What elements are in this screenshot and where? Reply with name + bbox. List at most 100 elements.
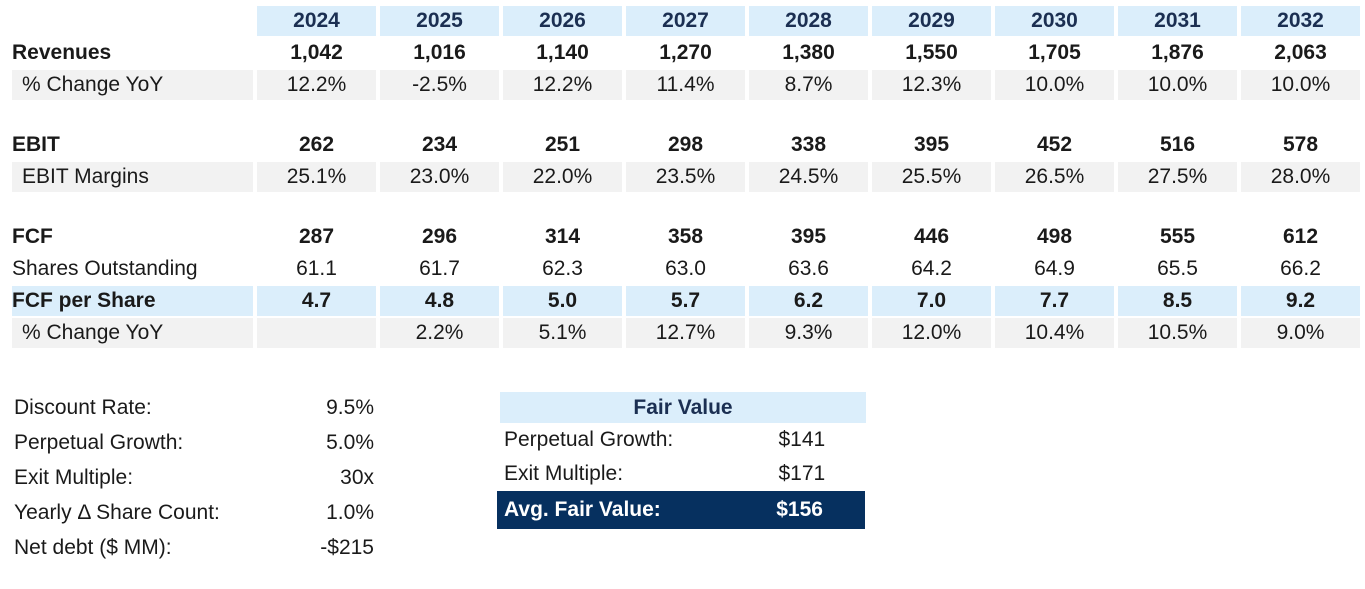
value-cell: 612 <box>1282 225 1319 248</box>
value-cell: 28.0% <box>1241 162 1360 192</box>
fcf-row: FCF 287 296 314 358 395 446 498 555 612 <box>12 222 1360 252</box>
value-cell: 251 <box>544 133 581 156</box>
fair-value-exit-value: $171 <box>778 462 826 485</box>
assumption-label: Yearly Δ Share Count: <box>14 500 220 524</box>
value-cell: 296 <box>421 225 458 248</box>
assumption-value: 9.5% <box>326 395 374 419</box>
row-label: % Change YoY <box>12 318 253 348</box>
value-cell: 5.7 <box>626 286 745 316</box>
fair-value-panel: Fair Value Perpetual Growth: $141 Exit M… <box>497 392 868 529</box>
shares-outstanding-row: Shares Outstanding 61.1 61.7 62.3 63.0 63.6 64… <box>12 254 1360 284</box>
value-cell: 1,016 <box>413 41 466 64</box>
value-cell: 4.7 <box>257 286 376 316</box>
year-header: 2028 <box>749 6 868 36</box>
value-cell: 8.7% <box>749 70 868 100</box>
value-cell: 358 <box>667 225 704 248</box>
value-cell: 10.5% <box>1118 318 1237 348</box>
value-cell: 1,380 <box>782 41 835 64</box>
avg-fair-value-label: Avg. Fair Value: <box>504 498 661 521</box>
row-label: EBIT Margins <box>12 162 253 192</box>
spacer-cell <box>12 194 1360 220</box>
avg-fair-value-value: $156 <box>776 498 823 521</box>
assumption-row: Net debt ($ MM): -$215 <box>14 530 374 565</box>
assumption-row: Exit Multiple: 30x <box>14 460 374 495</box>
row-label: FCF per Share <box>12 286 253 316</box>
value-cell: 234 <box>421 133 458 156</box>
assumption-label: Perpetual Growth: <box>14 430 184 454</box>
value-cell: 287 <box>298 225 335 248</box>
fair-value-title: Fair Value <box>500 392 866 423</box>
value-cell: 25.1% <box>257 162 376 192</box>
value-cell: 27.5% <box>1118 162 1237 192</box>
value-cell: 23.5% <box>626 162 745 192</box>
value-cell: 1,705 <box>1028 41 1081 64</box>
row-label: Shares Outstanding <box>12 257 198 280</box>
value-cell: 338 <box>790 133 827 156</box>
value-cell: 314 <box>544 225 581 248</box>
value-cell: 65.5 <box>1157 257 1198 280</box>
header-corner <box>12 6 253 36</box>
value-cell: 12.3% <box>872 70 991 100</box>
value-cell: 298 <box>667 133 704 156</box>
assumption-row: Yearly Δ Share Count: 1.0% <box>14 495 374 530</box>
assumption-value: 1.0% <box>326 500 374 524</box>
value-cell: 10.0% <box>995 70 1114 100</box>
assumption-row: Discount Rate: 9.5% <box>14 390 374 425</box>
revenues-row: Revenues 1,042 1,016 1,140 1,270 1,380 1,550 1,… <box>12 38 1360 68</box>
value-cell: 1,042 <box>290 41 343 64</box>
value-cell: 498 <box>1036 225 1073 248</box>
ebit-row: EBIT 262 234 251 298 338 395 452 516 578 <box>12 130 1360 160</box>
assumption-value: 5.0% <box>326 430 374 454</box>
value-cell: 2,063 <box>1274 41 1327 64</box>
value-cell: 61.7 <box>419 257 460 280</box>
value-cell: 23.0% <box>380 162 499 192</box>
avg-fair-value-row: Avg. Fair Value: $156 <box>497 491 865 529</box>
year-header: 2029 <box>872 6 991 36</box>
value-cell: 63.0 <box>665 257 706 280</box>
value-cell: 395 <box>913 133 950 156</box>
value-cell: 63.6 <box>788 257 829 280</box>
value-cell: 9.0% <box>1241 318 1360 348</box>
row-label: EBIT <box>12 133 60 156</box>
value-cell: 8.5 <box>1118 286 1237 316</box>
value-cell: 12.2% <box>503 70 622 100</box>
value-cell: 6.2 <box>749 286 868 316</box>
value-cell: 7.7 <box>995 286 1114 316</box>
value-cell: 9.3% <box>749 318 868 348</box>
value-cell: 12.2% <box>257 70 376 100</box>
revenue-change-row: % Change YoY 12.2% -2.5% 12.2% 11.4% 8.7% 12.3… <box>12 70 1360 100</box>
value-cell: 5.1% <box>503 318 622 348</box>
value-cell: 22.0% <box>503 162 622 192</box>
year-header: 2032 <box>1241 6 1360 36</box>
year-header: 2026 <box>503 6 622 36</box>
assumption-label: Exit Multiple: <box>14 465 134 489</box>
value-cell: 395 <box>790 225 827 248</box>
year-header: 2030 <box>995 6 1114 36</box>
year-header: 2025 <box>380 6 499 36</box>
assumption-value: 30x <box>340 465 374 489</box>
row-label: % Change YoY <box>12 70 253 100</box>
assumption-row: Perpetual Growth: 5.0% <box>14 425 374 460</box>
value-cell: 1,140 <box>536 41 589 64</box>
year-header: 2031 <box>1118 6 1237 36</box>
assumptions-panel: Discount Rate: 9.5% Perpetual Growth: 5.0% E… <box>14 390 374 565</box>
spacer-row <box>12 102 1360 128</box>
year-header-row: 2024 2025 2026 2027 2028 2029 2030 2031 … <box>12 6 1360 36</box>
value-cell: 10.0% <box>1118 70 1237 100</box>
value-cell: 2.2% <box>380 318 499 348</box>
value-cell: 1,876 <box>1151 41 1204 64</box>
assumption-label: Discount Rate: <box>14 395 152 419</box>
row-label: FCF <box>12 225 53 248</box>
ebit-margins-row: EBIT Margins 25.1% 23.0% 22.0% 23.5% 24.5% 25.… <box>12 162 1360 192</box>
projection-table: 2024 2025 2026 2027 2028 2029 2030 2031 … <box>8 4 1364 350</box>
value-cell: 9.2 <box>1241 286 1360 316</box>
row-label: Revenues <box>12 41 112 64</box>
value-cell: 4.8 <box>380 286 499 316</box>
value-cell: -2.5% <box>380 70 499 100</box>
value-cell: 555 <box>1159 225 1196 248</box>
value-cell: 1,270 <box>659 41 712 64</box>
value-cell: 24.5% <box>749 162 868 192</box>
value-cell: 64.2 <box>911 257 952 280</box>
value-cell: 12.7% <box>626 318 745 348</box>
